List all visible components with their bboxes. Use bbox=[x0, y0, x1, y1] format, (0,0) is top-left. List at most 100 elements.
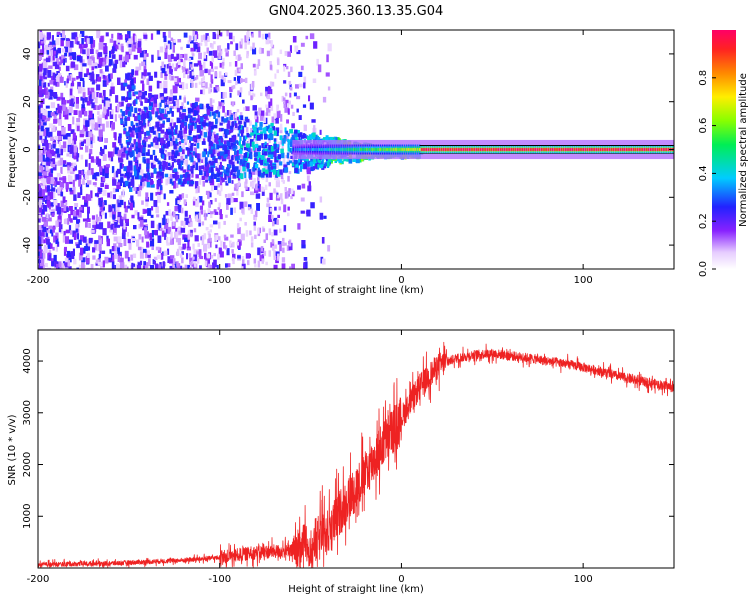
heatmap-cell bbox=[223, 140, 227, 145]
heatmap-band-core bbox=[610, 148, 613, 151]
heatmap-cell bbox=[115, 95, 119, 103]
heatmap-cell bbox=[284, 127, 287, 133]
heatmap-band-core bbox=[619, 148, 622, 151]
heatmap-cell bbox=[253, 163, 257, 168]
heatmap-cell bbox=[258, 126, 263, 131]
heatmap-cell bbox=[128, 53, 131, 60]
heatmap-cell bbox=[253, 258, 257, 264]
heatmap-cell bbox=[169, 265, 174, 269]
heatmap-cell bbox=[199, 177, 202, 185]
heatmap-cell bbox=[267, 167, 271, 172]
heatmap-band-core bbox=[617, 148, 619, 151]
heatmap-band-core bbox=[554, 148, 556, 151]
heatmap-cell bbox=[161, 108, 165, 114]
heatmap-cell bbox=[99, 151, 102, 155]
heatmap-cell bbox=[66, 78, 69, 84]
heatmap-cell bbox=[135, 169, 139, 175]
heatmap-cell bbox=[127, 257, 130, 262]
heatmap-cell bbox=[174, 129, 178, 134]
heatmap-cell bbox=[169, 178, 173, 184]
heatmap-cell bbox=[146, 113, 151, 119]
heatmap-cell bbox=[202, 114, 205, 118]
heatmap-cell bbox=[172, 95, 177, 100]
heatmap-cell bbox=[268, 214, 273, 222]
heatmap-cell bbox=[182, 143, 185, 151]
heatmap-cell bbox=[224, 236, 229, 241]
heatmap-cell bbox=[198, 52, 202, 60]
heatmap-cell bbox=[190, 36, 193, 40]
heatmap-cell bbox=[126, 142, 129, 148]
heatmap-cell bbox=[265, 86, 268, 95]
heatmap-cell bbox=[179, 84, 182, 88]
heatmap-cell bbox=[298, 83, 303, 88]
heatmap-cell bbox=[64, 201, 67, 207]
heatmap-band-core bbox=[660, 148, 663, 151]
heatmap-cell bbox=[270, 166, 274, 170]
heatmap-cell bbox=[102, 168, 105, 177]
heatmap-band-core bbox=[368, 148, 371, 151]
heatmap-cell bbox=[84, 239, 90, 244]
heatmap-cell bbox=[157, 115, 162, 119]
heatmap-cell bbox=[50, 49, 53, 56]
heatmap-cell bbox=[228, 110, 232, 118]
heatmap-cell bbox=[128, 92, 132, 98]
heatmap-cell bbox=[278, 206, 281, 211]
heatmap-cell bbox=[178, 194, 183, 200]
heatmap-cell bbox=[82, 63, 87, 67]
heatmap-cell bbox=[156, 179, 161, 185]
heatmap-cell bbox=[192, 117, 196, 121]
heatmap-band-core bbox=[575, 148, 578, 151]
heatmap-cell bbox=[219, 62, 223, 68]
heatmap-cell bbox=[146, 158, 150, 165]
heatmap-cell bbox=[130, 195, 134, 202]
heatmap-cell bbox=[201, 141, 206, 145]
heatmap-cell bbox=[58, 119, 62, 126]
heatmap-cell bbox=[67, 165, 70, 171]
heatmap-cell bbox=[110, 73, 113, 79]
heatmap-cell bbox=[150, 220, 155, 229]
heatmap-cell bbox=[180, 166, 184, 171]
heatmap-cell bbox=[191, 83, 194, 88]
heatmap-cell bbox=[224, 145, 228, 152]
heatmap-cell bbox=[140, 128, 144, 133]
heatmap-cell bbox=[102, 75, 106, 79]
heatmap-cell bbox=[187, 70, 190, 74]
heatmap-cell bbox=[209, 192, 212, 198]
heatmap-band-core bbox=[606, 148, 608, 151]
heatmap-cell bbox=[226, 123, 231, 129]
heatmap-cell bbox=[146, 177, 151, 182]
heatmap-cell bbox=[224, 151, 228, 157]
heatmap-band-core bbox=[294, 148, 297, 151]
heatmap-cell bbox=[190, 66, 194, 70]
heatmap-cell bbox=[244, 35, 247, 43]
heatmap-cell bbox=[280, 114, 283, 122]
heatmap-cell bbox=[189, 56, 194, 60]
heatmap-cell bbox=[129, 36, 134, 43]
heatmap-cell bbox=[91, 66, 95, 71]
heatmap-cell bbox=[274, 244, 277, 249]
heatmap-cell bbox=[161, 99, 165, 103]
heatmap-band-core bbox=[451, 148, 454, 151]
heatmap-cell bbox=[214, 185, 218, 190]
heatmap-cell bbox=[111, 122, 115, 130]
heatmap-cell bbox=[153, 101, 158, 108]
heatmap-cell bbox=[197, 160, 201, 165]
heatmap-cell bbox=[138, 234, 142, 240]
heatmap-cell bbox=[274, 156, 279, 163]
heatmap-cell bbox=[56, 219, 61, 227]
heatmap-cell bbox=[283, 104, 286, 109]
heatmap-cell bbox=[88, 163, 91, 171]
heatmap-band-core bbox=[423, 148, 425, 151]
heatmap-cell bbox=[277, 253, 280, 259]
heatmap-cell bbox=[189, 125, 192, 130]
heatmap-cell bbox=[80, 46, 84, 54]
heatmap-cell bbox=[105, 65, 109, 72]
heatmap-cell bbox=[282, 237, 285, 242]
heatmap-band-core bbox=[394, 148, 397, 151]
heatmap-cell bbox=[86, 267, 91, 269]
snr-y-label: SNR (10 * v/v) bbox=[7, 414, 18, 485]
heatmap-cell bbox=[221, 116, 225, 122]
heatmap-cell bbox=[61, 30, 65, 38]
heatmap-cell bbox=[129, 172, 133, 178]
heatmap-cell bbox=[123, 201, 126, 209]
